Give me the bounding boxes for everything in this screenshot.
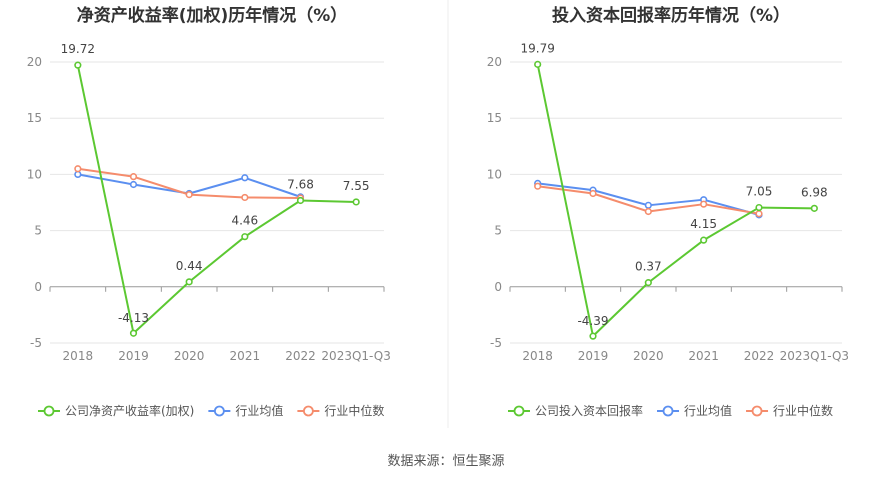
series-1: 19.72 -4.13 0.44 4.46 7.68 7.55 xyxy=(61,42,370,337)
data-label: -4.39 xyxy=(577,314,608,328)
x-tick-label: 2018 xyxy=(63,349,94,363)
data-point xyxy=(589,332,597,340)
y-tick-label: 15 xyxy=(487,111,502,125)
x-tick-label: 2019 xyxy=(118,349,149,363)
legend-item: 行业均值 xyxy=(657,403,732,418)
y-tick-label: 20 xyxy=(27,55,42,69)
y-tick-label: 5 xyxy=(494,224,502,238)
chart-title: 净资产收益率(加权)历年情况（%） xyxy=(77,5,348,26)
y-tick-label: 15 xyxy=(27,111,42,125)
series-1: 19.79 -4.39 0.37 4.15 7.05 6.98 xyxy=(520,41,828,340)
legend-marker xyxy=(751,405,763,417)
data-point xyxy=(700,200,708,208)
series-line xyxy=(76,64,357,335)
data-label: 0.44 xyxy=(176,259,203,273)
y-tick-label: 10 xyxy=(27,167,42,181)
legend: 公司投入资本回报率 行业均值 行业中位数 xyxy=(508,403,833,418)
data-point xyxy=(700,236,708,244)
data-point xyxy=(129,180,138,189)
x-tick-label: 2021 xyxy=(230,349,261,363)
y-tick-label: 10 xyxy=(487,167,502,181)
series-3 xyxy=(534,182,763,218)
y-tick-label: 0 xyxy=(34,280,42,294)
legend-item: 行业中位数 xyxy=(297,403,384,418)
legend-item: 公司净资产收益率(加权) xyxy=(38,403,194,418)
legend-label: 行业均值 xyxy=(235,403,283,418)
x-tick-label: 2022 xyxy=(285,349,316,363)
data-point xyxy=(352,198,360,206)
data-point xyxy=(644,201,652,209)
data-point xyxy=(534,60,542,68)
legend-marker xyxy=(513,405,525,417)
y-tick-label: 0 xyxy=(494,280,502,294)
chart-panel-1: 净资产收益率(加权)历年情况（%） -5 0 5 10 15 20 2018 2019 2020 2… xyxy=(27,5,391,418)
data-point xyxy=(185,191,193,199)
data-point xyxy=(589,189,597,198)
x-tick-label: 2019 xyxy=(578,349,609,363)
legend-label: 公司投入资本回报率 xyxy=(535,403,643,418)
data-point xyxy=(241,233,249,241)
chart-panel-2: 投入资本回报率历年情况（%） -5 0 5 10 15 20 2018 2019 2020 2021… xyxy=(487,5,849,418)
legend-marker xyxy=(213,405,225,417)
legend-label: 公司净资产收益率(加权) xyxy=(65,403,194,418)
y-tick-label: -5 xyxy=(490,336,502,350)
data-label: 19.72 xyxy=(61,42,95,56)
data-label: 4.46 xyxy=(231,214,258,228)
data-source: 数据来源：恒生聚源 xyxy=(387,454,504,469)
data-point xyxy=(74,170,82,178)
data-label: 7.68 xyxy=(287,177,314,191)
data-label: 19.79 xyxy=(520,41,554,55)
x-tick-label: 2021 xyxy=(688,349,719,363)
data-point xyxy=(74,165,82,173)
legend: 公司净资产收益率(加权) 行业均值 行业中位数 xyxy=(38,403,384,418)
legend-label: 行业均值 xyxy=(684,403,732,418)
legend-label: 行业中位数 xyxy=(773,403,833,418)
data-point xyxy=(810,204,818,212)
data-label: -4.13 xyxy=(118,311,149,325)
x-tick-label: 2023Q1-Q3 xyxy=(321,349,390,363)
series-3 xyxy=(74,165,305,202)
data-point xyxy=(185,278,193,286)
data-label: 7.55 xyxy=(343,179,370,193)
data-point xyxy=(296,196,305,205)
data-point xyxy=(129,173,138,181)
legend-marker xyxy=(302,405,314,417)
data-point xyxy=(644,207,652,216)
legend-item: 公司投入资本回报率 xyxy=(508,403,643,418)
data-point xyxy=(74,61,82,69)
x-tick-label: 2018 xyxy=(522,349,553,363)
data-label: 6.98 xyxy=(801,185,828,199)
x-tick-label: 2022 xyxy=(744,349,775,363)
chart-title: 投入资本回报率历年情况（%） xyxy=(552,5,790,26)
data-point xyxy=(241,193,249,202)
y-tick-label: -5 xyxy=(30,336,42,350)
y-tick-label: 20 xyxy=(487,55,502,69)
data-point xyxy=(241,174,249,182)
legend-label: 行业中位数 xyxy=(324,403,384,418)
x-tick-label: 2023Q1-Q3 xyxy=(780,349,849,363)
data-point xyxy=(534,182,542,190)
x-tick-label: 2020 xyxy=(174,349,205,363)
x-tick-label: 2020 xyxy=(633,349,664,363)
y-tick-label: 5 xyxy=(34,224,42,238)
data-point xyxy=(755,203,763,212)
data-point xyxy=(644,279,652,287)
data-point xyxy=(129,329,138,337)
legend-marker xyxy=(43,405,55,417)
data-label: 7.05 xyxy=(746,185,773,199)
legend-item: 行业均值 xyxy=(208,403,283,418)
legend-marker xyxy=(662,405,674,417)
legend-item: 行业中位数 xyxy=(746,403,833,418)
data-label: 4.15 xyxy=(690,217,717,231)
data-point xyxy=(755,210,763,218)
data-label: 0.37 xyxy=(635,260,662,274)
series-line xyxy=(536,64,815,338)
